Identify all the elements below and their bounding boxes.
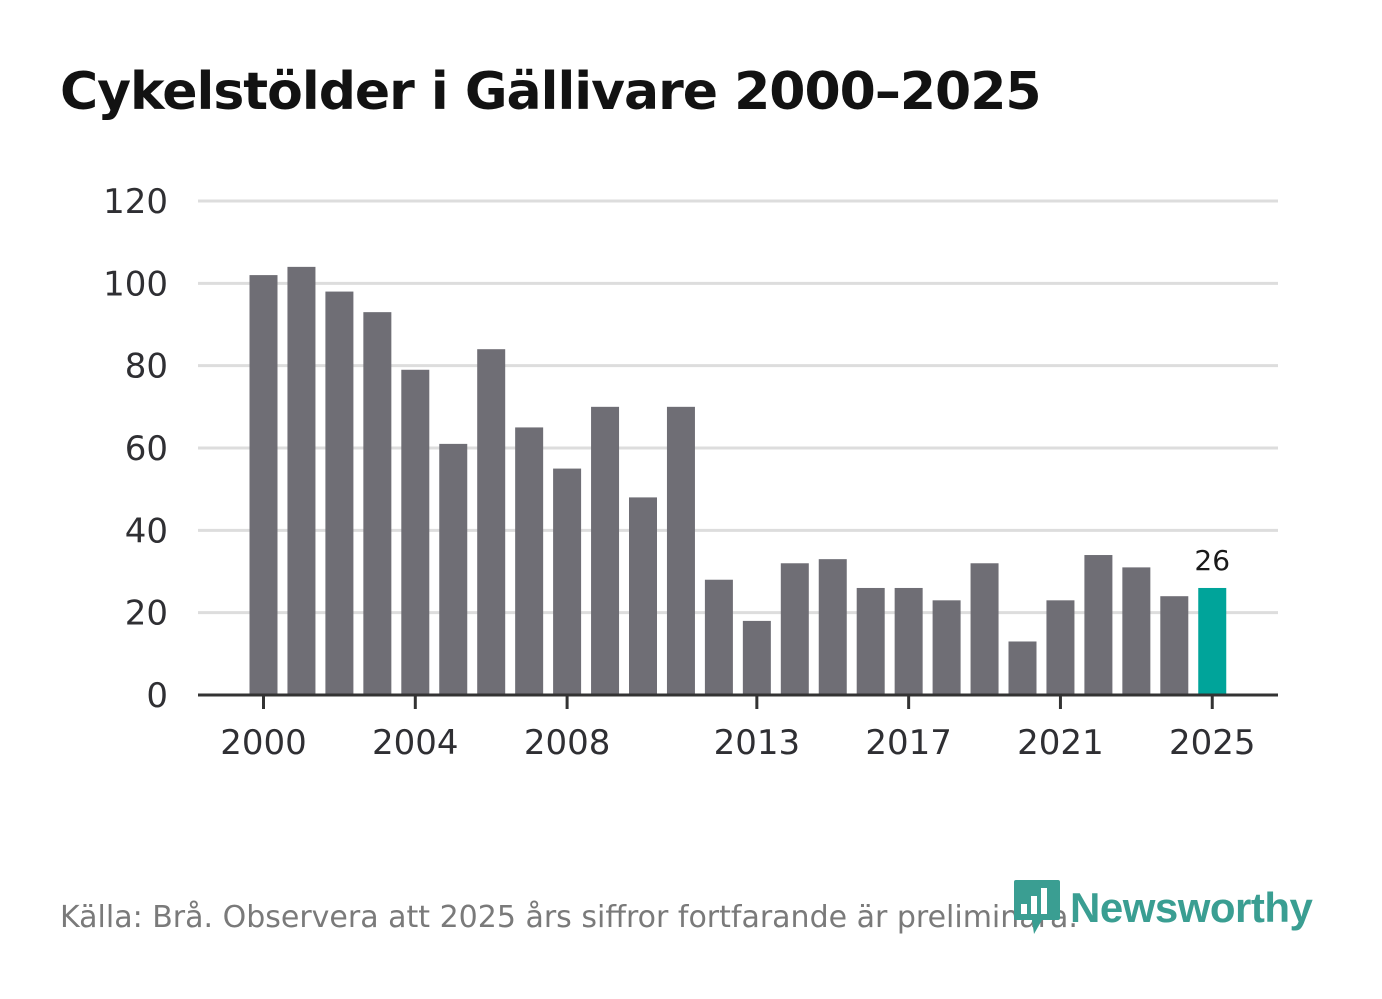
x-tick-label: 2025 xyxy=(1169,723,1256,763)
bar-2005 xyxy=(439,443,468,695)
chart-title: Cykelstölder i Gällivare 2000–2025 xyxy=(60,62,1042,122)
x-tick-label: 2000 xyxy=(220,723,307,763)
bar-2016 xyxy=(856,587,885,695)
bar-2015 xyxy=(818,559,847,695)
y-tick-label: 60 xyxy=(125,429,168,469)
bar-2009 xyxy=(591,406,620,695)
bar-2012 xyxy=(704,579,733,695)
bar-2010 xyxy=(629,497,657,695)
x-tick-label: 2021 xyxy=(1017,723,1104,763)
bar-2021 xyxy=(1046,600,1075,695)
brand-logo: Newsworthy xyxy=(1012,878,1313,938)
bar-2006 xyxy=(477,349,506,695)
y-tick-label: 40 xyxy=(125,511,168,551)
bar-2024 xyxy=(1160,596,1189,695)
bar-2002 xyxy=(325,291,354,695)
y-tick-label: 80 xyxy=(125,347,168,387)
bar-2007 xyxy=(515,427,544,695)
y-tick-label: 20 xyxy=(125,594,168,634)
bar-chart-icon xyxy=(1014,880,1060,934)
bar-2018 xyxy=(932,600,961,695)
bar-2020 xyxy=(1008,641,1037,695)
bar-2014 xyxy=(780,563,809,695)
x-axis xyxy=(198,693,1278,709)
x-tick-label: 2017 xyxy=(865,723,952,763)
source-note: Källa: Brå. Observera att 2025 års siffr… xyxy=(60,900,1078,935)
bar-2003 xyxy=(363,312,392,695)
bar-2025 xyxy=(1198,587,1227,695)
bar-2013 xyxy=(742,620,771,695)
brand-name: Newsworthy xyxy=(1070,884,1313,931)
bar-2000 xyxy=(249,275,278,695)
bar-2019 xyxy=(970,563,999,695)
x-tick-label: 2008 xyxy=(524,723,611,763)
x-tick-label: 2013 xyxy=(714,723,801,763)
y-tick-label: 120 xyxy=(103,182,168,222)
bar-2017 xyxy=(894,587,923,695)
x-tick-label: 2004 xyxy=(372,723,459,763)
highlight-value-label: 26 xyxy=(1194,544,1230,577)
bar-2022 xyxy=(1084,555,1113,695)
bar-2023 xyxy=(1122,567,1151,695)
bars xyxy=(249,266,1227,695)
labels: 0 20 40 60 80 100 120 2000 2004 2008 2013 2017 2021 2… xyxy=(103,182,1255,763)
y-tick-label: 100 xyxy=(103,264,168,304)
bar-2011 xyxy=(666,406,695,695)
bar-2001 xyxy=(287,266,316,695)
gridlines xyxy=(198,199,1278,615)
bar-2008 xyxy=(553,468,582,695)
y-tick-label: 0 xyxy=(146,676,168,716)
bar-2004 xyxy=(401,369,430,695)
